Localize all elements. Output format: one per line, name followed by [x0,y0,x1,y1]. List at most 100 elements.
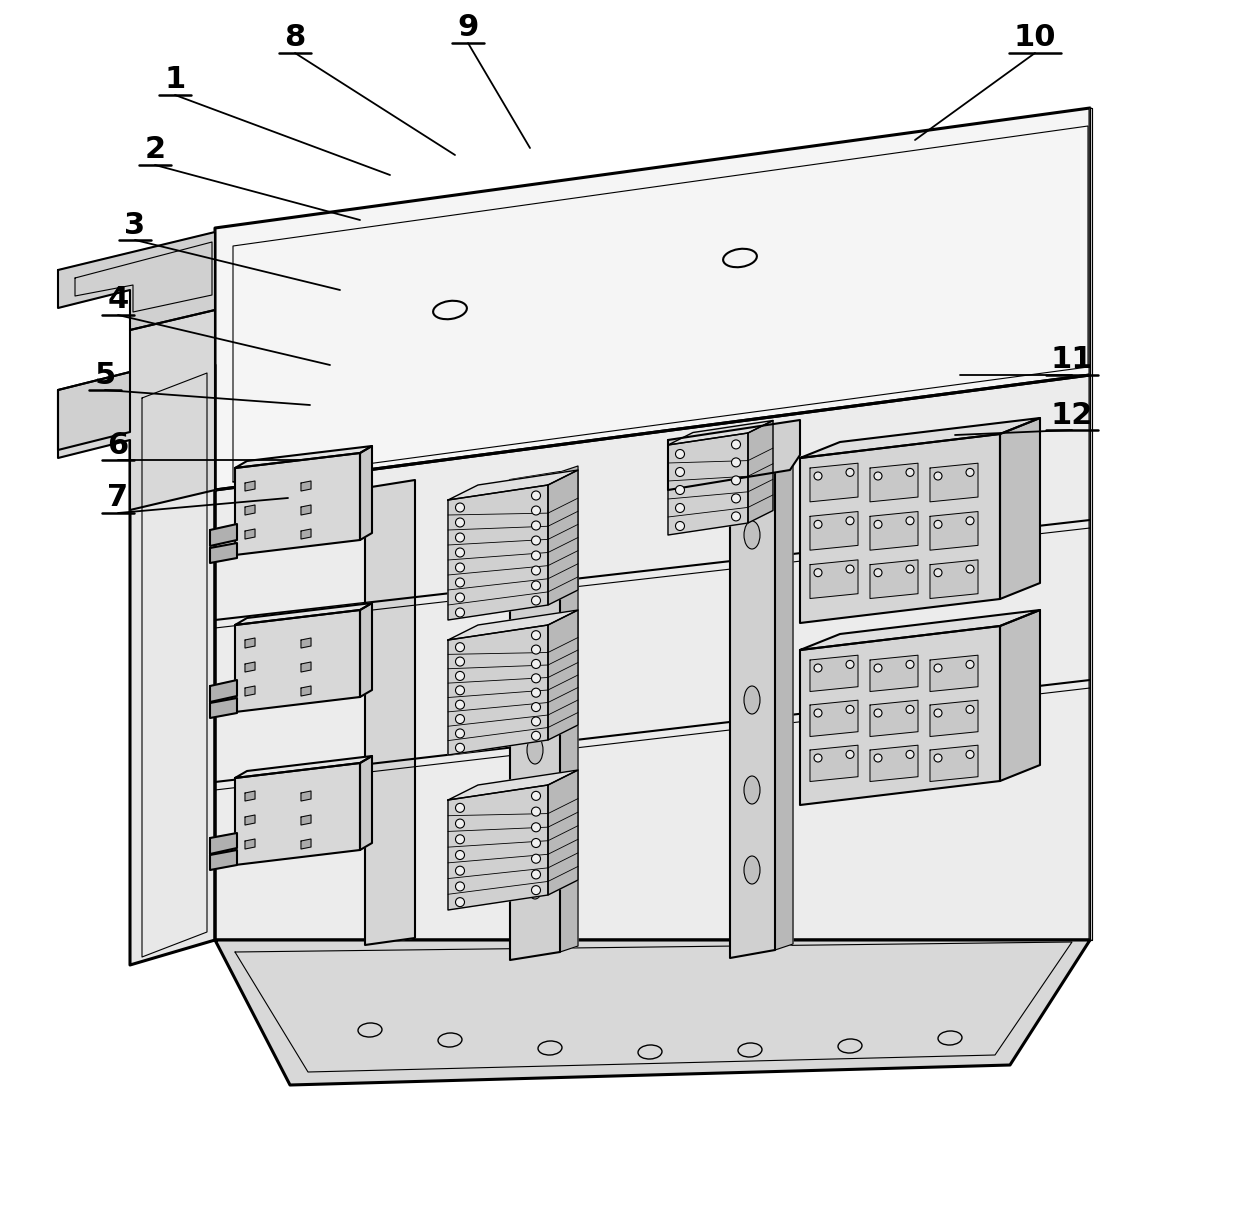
Polygon shape [800,610,1040,650]
Circle shape [966,516,973,525]
Ellipse shape [838,1039,862,1053]
Polygon shape [58,310,215,510]
Circle shape [532,791,541,801]
Circle shape [874,569,882,577]
Ellipse shape [527,566,543,594]
Polygon shape [365,480,415,945]
Polygon shape [236,453,360,555]
Polygon shape [448,485,548,620]
Polygon shape [236,610,360,712]
Polygon shape [448,470,578,501]
Polygon shape [810,512,858,550]
Polygon shape [810,745,858,781]
Circle shape [934,665,942,672]
Circle shape [455,700,465,710]
Polygon shape [210,697,237,718]
Circle shape [532,597,541,605]
Circle shape [455,672,465,680]
Polygon shape [930,745,978,781]
Circle shape [532,854,541,863]
Polygon shape [246,840,255,849]
Ellipse shape [639,1045,662,1059]
Circle shape [934,710,942,717]
Polygon shape [210,524,237,546]
Polygon shape [246,638,255,648]
Polygon shape [930,560,978,599]
Circle shape [532,731,541,740]
Circle shape [532,631,541,639]
Circle shape [966,565,973,573]
Polygon shape [775,426,794,950]
Ellipse shape [433,301,467,320]
Polygon shape [448,785,548,910]
Circle shape [906,565,914,573]
Ellipse shape [738,1042,763,1057]
Circle shape [532,807,541,816]
Polygon shape [668,420,800,490]
Ellipse shape [744,521,760,549]
Polygon shape [210,680,237,702]
Circle shape [874,710,882,717]
Polygon shape [246,505,255,515]
Circle shape [874,471,882,480]
Polygon shape [301,662,311,672]
Circle shape [966,661,973,668]
Circle shape [455,744,465,752]
Circle shape [455,563,465,572]
Text: 3: 3 [124,210,145,239]
Polygon shape [810,560,858,599]
Polygon shape [301,529,311,539]
Circle shape [455,882,465,891]
Ellipse shape [723,249,756,267]
Polygon shape [510,471,560,960]
Text: 12: 12 [1050,401,1094,429]
Polygon shape [800,626,999,806]
Circle shape [874,755,882,762]
Polygon shape [301,815,311,825]
Circle shape [846,565,854,573]
Circle shape [813,471,822,480]
Polygon shape [999,610,1040,781]
Circle shape [934,471,942,480]
Circle shape [966,706,973,713]
Ellipse shape [937,1032,962,1045]
Circle shape [676,503,684,513]
Text: 1: 1 [165,66,186,95]
Circle shape [846,661,854,668]
Ellipse shape [527,736,543,764]
Circle shape [532,717,541,725]
Polygon shape [58,232,215,330]
Polygon shape [930,512,978,550]
Circle shape [676,450,684,458]
Circle shape [455,503,465,512]
Circle shape [846,706,854,713]
Circle shape [532,550,541,560]
Polygon shape [58,372,130,450]
Ellipse shape [744,776,760,804]
Polygon shape [668,433,748,535]
Circle shape [455,714,465,724]
Circle shape [906,516,914,525]
Polygon shape [448,770,578,799]
Ellipse shape [527,496,543,524]
Circle shape [455,608,465,617]
Polygon shape [870,560,918,599]
Ellipse shape [744,857,760,885]
Circle shape [455,578,465,587]
Circle shape [813,755,822,762]
Circle shape [455,729,465,738]
Circle shape [532,645,541,654]
Circle shape [455,657,465,666]
Ellipse shape [744,441,760,469]
Circle shape [455,548,465,556]
Polygon shape [246,791,255,801]
Circle shape [455,533,465,542]
Circle shape [906,751,914,758]
Circle shape [455,643,465,651]
Polygon shape [800,434,999,623]
Circle shape [455,898,465,906]
Polygon shape [236,756,372,778]
Polygon shape [930,655,978,691]
Circle shape [455,835,465,843]
Polygon shape [360,603,372,697]
